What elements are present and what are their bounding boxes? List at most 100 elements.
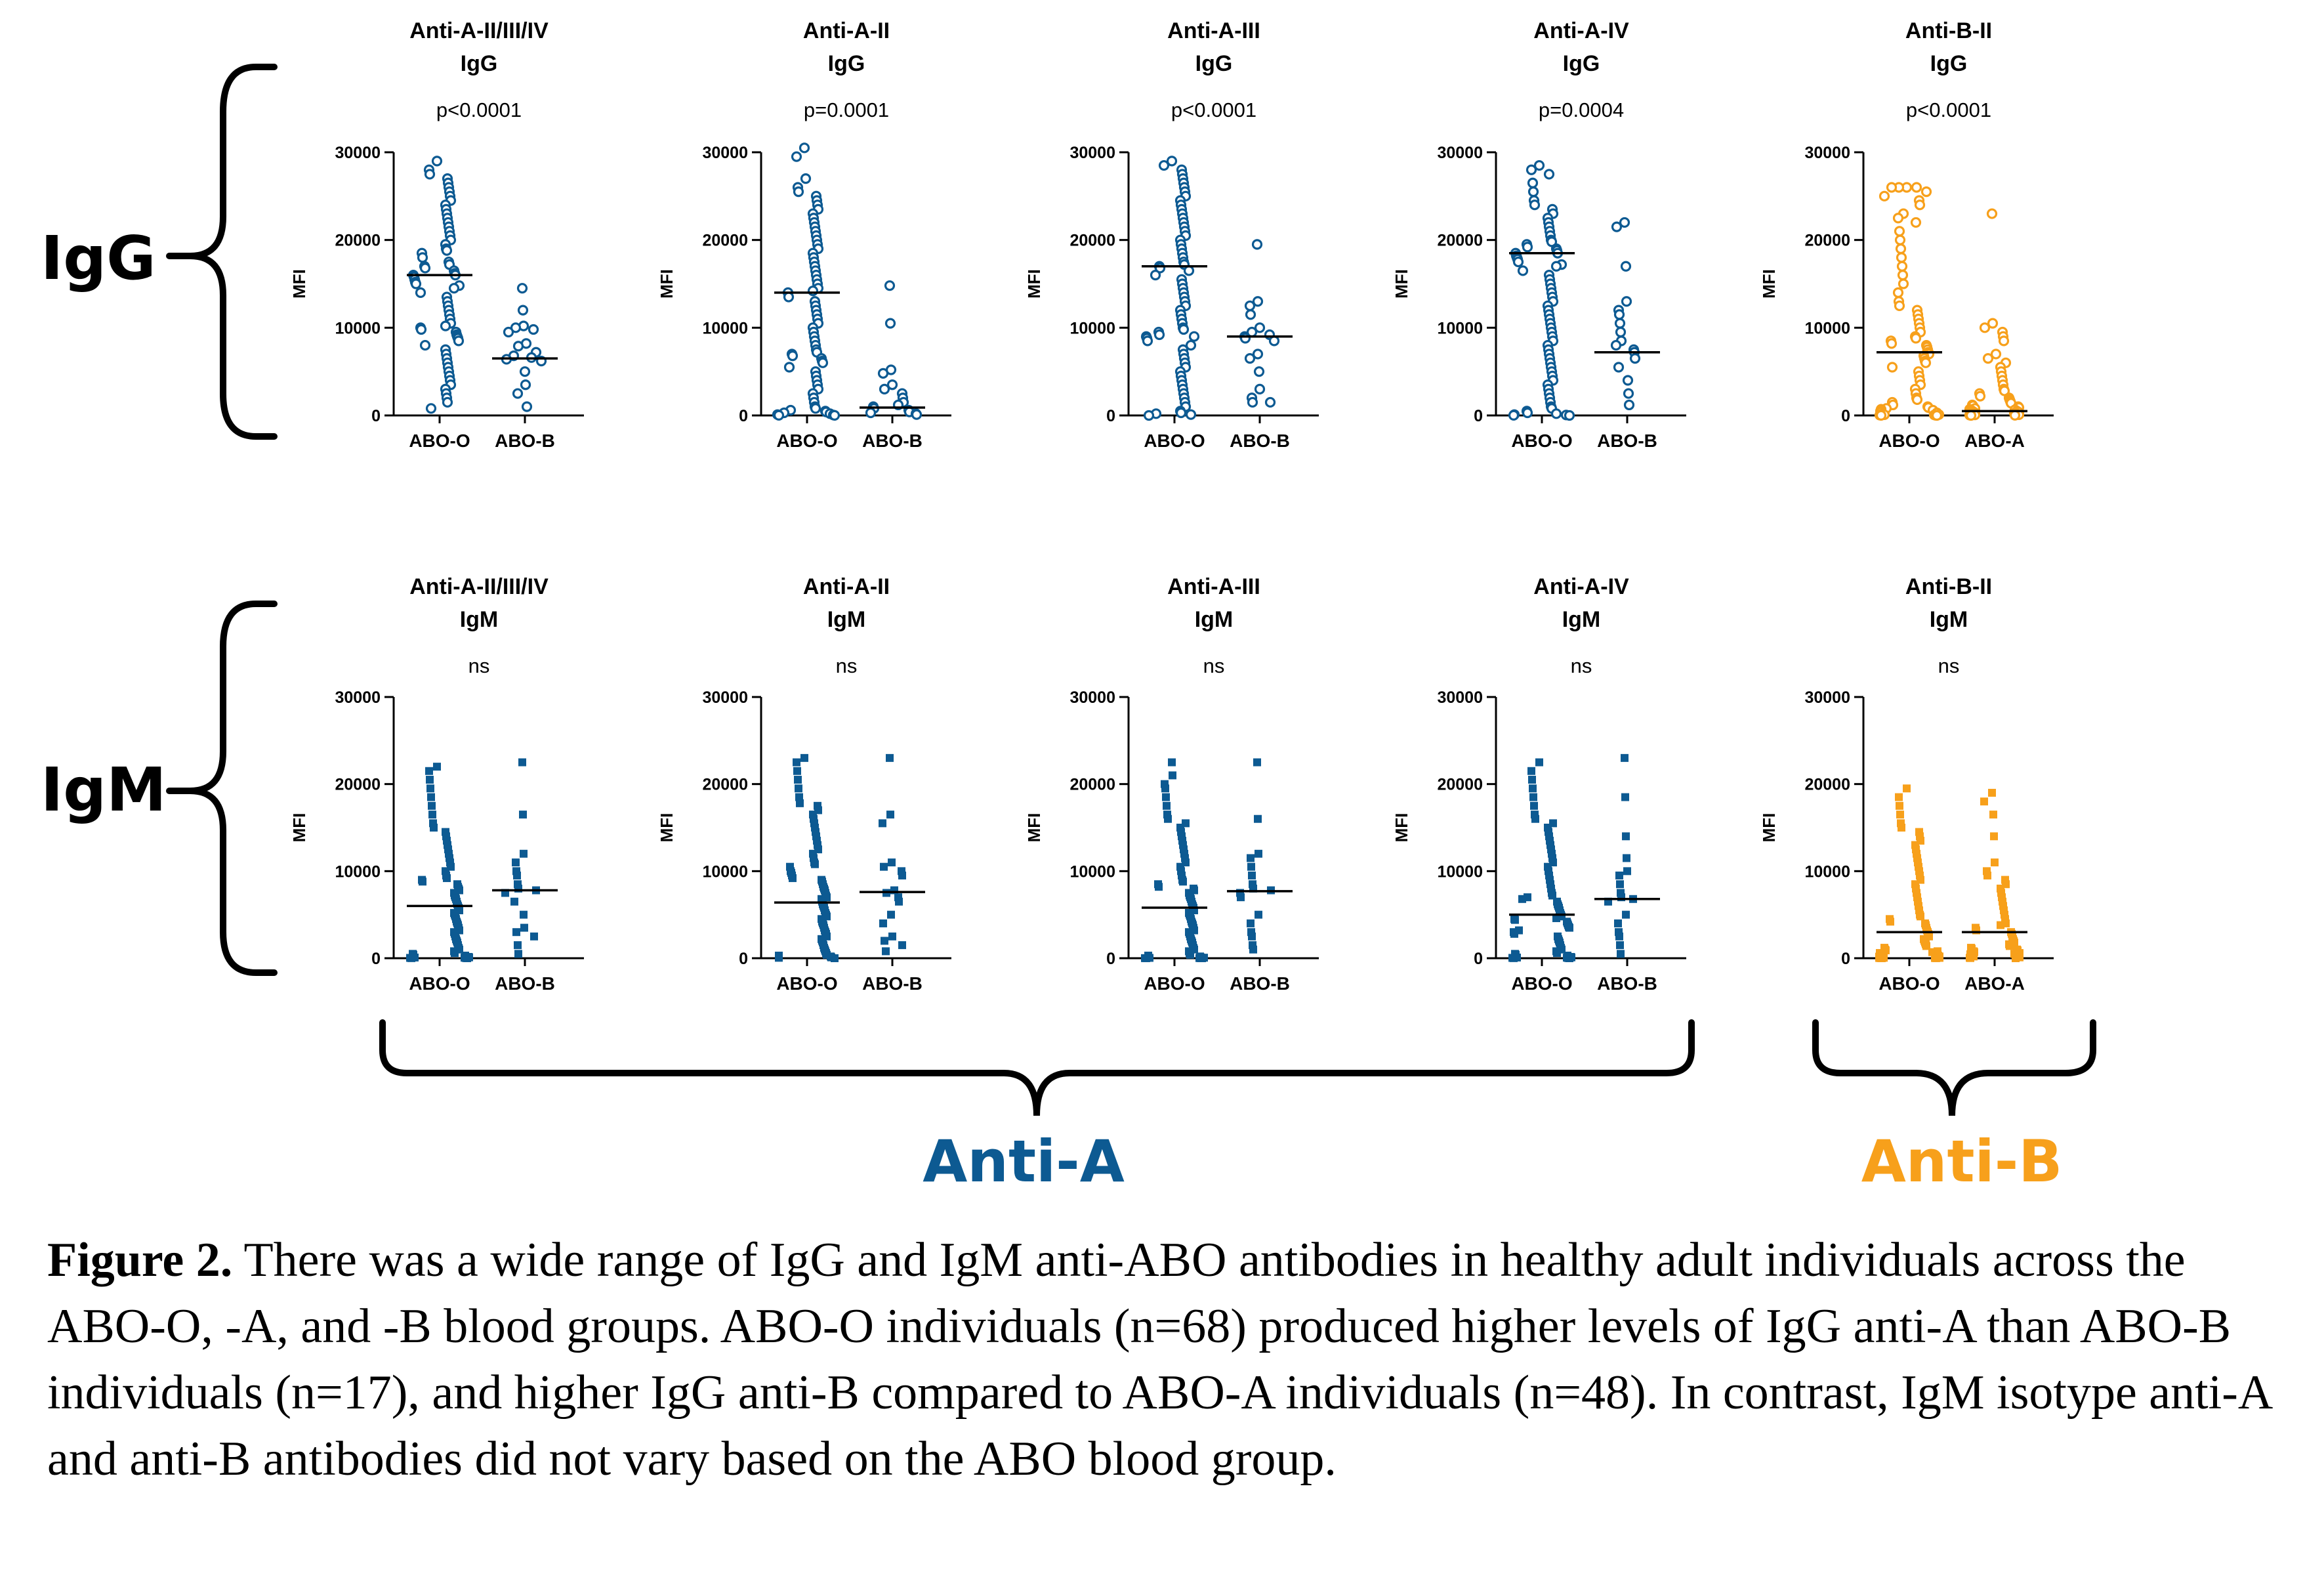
data-point	[1615, 326, 1627, 338]
data-point	[1508, 410, 1520, 421]
y-axis-label: MFI	[1392, 813, 1411, 843]
data-point	[518, 758, 526, 767]
panel-4: Anti-A-IV IgG p=0.0004 0 10000 20000 30000 MFI A…	[1392, 18, 1686, 451]
panel-5: Anti-B-II IgG p<0.0001 0 10000 20000 30000 MFI A…	[1759, 18, 2054, 451]
data-point	[428, 801, 436, 810]
data-point	[1543, 169, 1555, 180]
data-point	[451, 949, 459, 958]
x-tick-label: ABO-B	[495, 431, 555, 451]
panel-subtitle: IgG	[1930, 51, 1968, 76]
data-point	[1623, 388, 1634, 399]
data-point	[1254, 814, 1262, 823]
series-abo-b	[492, 758, 558, 958]
data-point	[1932, 954, 1940, 962]
data-point	[1886, 182, 1898, 193]
data-point	[1198, 954, 1206, 962]
y-tick-label: 10000	[1804, 862, 1850, 881]
data-point	[521, 401, 533, 412]
y-tick-label: 30000	[1069, 144, 1115, 162]
data-point	[513, 871, 521, 879]
data-point	[1158, 159, 1170, 171]
data-point	[1990, 832, 1998, 841]
data-point	[1255, 910, 1262, 919]
panel-9: Anti-A-IV IgM ns 0 10000 20000 30000 MFI ABO-O AB…	[1392, 574, 1686, 994]
y-axis-label: MFI	[657, 269, 676, 299]
data-point	[789, 874, 797, 882]
data-point	[1164, 814, 1172, 823]
y-axis-label: MFI	[289, 269, 309, 299]
data-point	[1979, 322, 1991, 333]
panel-annotation: ns	[1203, 654, 1225, 677]
data-point	[829, 410, 840, 421]
data-point	[530, 932, 538, 940]
data-point	[1896, 811, 1904, 819]
x-tick-label: ABO-O	[409, 973, 470, 994]
panel-subtitle: IgG	[828, 51, 865, 76]
data-point	[783, 362, 795, 373]
data-point	[514, 941, 522, 950]
data-point	[1897, 270, 1909, 281]
data-point	[419, 339, 431, 351]
data-point	[519, 366, 531, 377]
data-point	[911, 409, 923, 420]
x-tick-label: ABO-O	[1878, 973, 1940, 994]
data-point	[1623, 867, 1631, 876]
y-tick-label: 0	[371, 950, 381, 968]
row-label-igg: IgG	[41, 223, 156, 293]
series-abo-b	[492, 283, 558, 412]
series-abo-o	[407, 156, 472, 414]
data-point	[898, 871, 906, 879]
data-point	[512, 858, 520, 867]
series-abo-o	[774, 753, 840, 962]
data-point	[1615, 871, 1623, 879]
data-point	[879, 383, 890, 395]
data-point	[1986, 208, 1998, 219]
data-point	[1142, 335, 1153, 347]
data-point	[520, 379, 531, 391]
series-abo-b	[1227, 758, 1293, 954]
data-point	[2012, 954, 2020, 962]
data-point	[791, 151, 802, 162]
x-tick-label: ABO-O	[1878, 431, 1940, 451]
data-point	[1155, 883, 1163, 891]
y-tick-label: 30000	[335, 688, 381, 707]
data-point	[1517, 265, 1529, 276]
data-point	[1622, 375, 1634, 386]
y-tick-label: 30000	[702, 688, 748, 707]
data-point	[1239, 333, 1251, 344]
data-point	[1186, 950, 1194, 959]
anti-b-bottom-brace	[1812, 1019, 2096, 1116]
data-point	[1615, 932, 1623, 940]
y-tick-label: 30000	[1437, 144, 1483, 162]
group-label-anti-a: Anti-A	[923, 1128, 1125, 1195]
data-point	[879, 819, 886, 828]
data-point	[882, 947, 890, 956]
x-tick-label: ABO-O	[1144, 973, 1205, 994]
data-point	[1997, 921, 2004, 929]
data-point	[1611, 221, 1623, 232]
y-axis-label: MFI	[1759, 269, 1779, 299]
series-abo-o	[1875, 784, 1943, 962]
panel-3: Anti-A-III IgG p<0.0001 0 10000 20000 30000 MFI…	[1024, 18, 1319, 451]
panel-title: Anti-A-III	[1167, 574, 1260, 599]
x-tick-label: ABO-B	[1597, 431, 1657, 451]
series-abo-a	[1962, 788, 2027, 962]
series-abo-b	[1227, 239, 1293, 408]
data-point	[865, 407, 877, 419]
data-point	[1244, 353, 1256, 364]
series-abo-o	[1508, 159, 1575, 421]
series-abo-o	[1140, 156, 1207, 421]
data-point	[1566, 954, 1573, 962]
data-point	[431, 156, 443, 167]
data-point	[1610, 339, 1622, 351]
data-point	[1254, 322, 1266, 333]
panel-title: Anti-B-II	[1905, 574, 1992, 599]
panel-7: Anti-A-II IgM ns 0 10000 20000 30000 MFI ABO-O AB…	[657, 574, 951, 994]
data-point	[800, 753, 808, 762]
data-point	[433, 763, 441, 771]
data-point	[807, 285, 819, 297]
data-point	[888, 858, 896, 867]
data-point	[1512, 256, 1524, 268]
data-point	[1965, 410, 1977, 421]
y-tick-label: 20000	[1069, 776, 1115, 794]
